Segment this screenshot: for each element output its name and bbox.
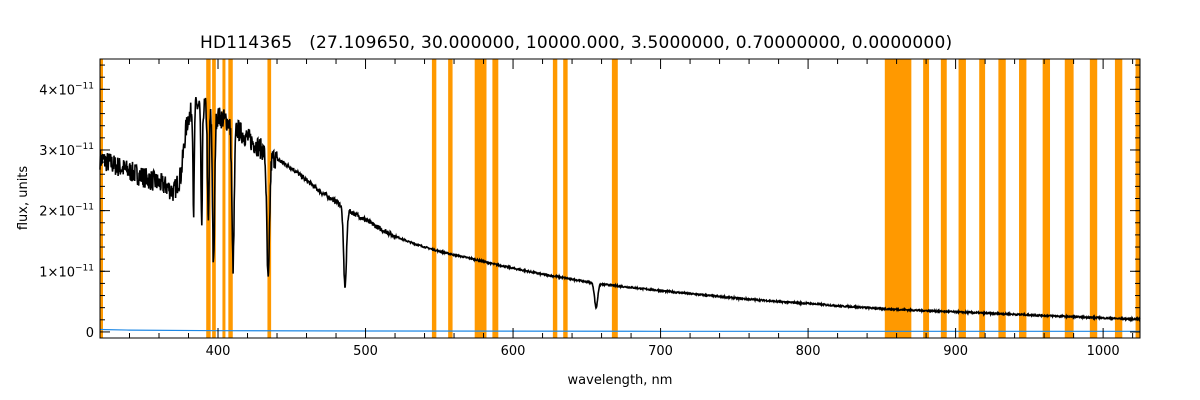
masked-region [940,59,947,338]
masked-region [979,59,986,338]
masked-region [474,59,487,338]
masked-region [448,59,453,338]
y-axis-label: flux, units [16,166,31,231]
flux-series [99,96,1141,323]
masked-region [958,59,966,338]
chart-title: HD114365 (27.109650, 30.000000, 10000.00… [200,33,952,53]
masked-region [492,59,499,338]
masked-region [563,59,568,338]
y-tick-label: 0 [86,326,94,341]
chart-title-parameters: (27.109650, 30.000000, 10000.000, 3.5000… [309,33,953,53]
masked-region [1019,59,1027,338]
y-tick-label: 3×10−11 [39,142,94,159]
chart-title-star: HD114365 [200,33,293,53]
ticks: 400 500 600 700 800 900 1000 0 1×10−11 2×10−11 3×1… [39,59,1140,359]
masked-region [228,59,233,338]
masked-region [923,59,930,338]
x-tick-label: 900 [943,344,968,359]
masked-regions [100,59,1140,338]
y-tick-label: 1×10−11 [39,263,94,280]
masked-region [611,59,618,338]
masked-region [998,59,1006,338]
masked-region [222,59,226,338]
masked-region [1114,59,1123,338]
masked-region [1089,59,1098,338]
error-series [99,328,1140,332]
masked-region [267,59,272,338]
masked-region [431,59,437,338]
masked-region [884,59,912,338]
series-layer [99,96,1141,332]
masked-region [1042,59,1051,338]
y-tick-label: 2×10−11 [39,203,94,220]
masked-region [552,59,558,338]
x-tick-label: 500 [353,344,378,359]
x-axis-label: wavelength, nm [568,373,673,388]
x-tick-label: 400 [206,344,231,359]
masked-region [1064,59,1074,338]
x-tick-label: 600 [501,344,526,359]
x-tick-label: 700 [648,344,673,359]
x-tick-label: 800 [796,344,821,359]
y-tick-label: 4×10−11 [39,81,94,98]
x-tick-label: 1000 [1087,344,1120,359]
